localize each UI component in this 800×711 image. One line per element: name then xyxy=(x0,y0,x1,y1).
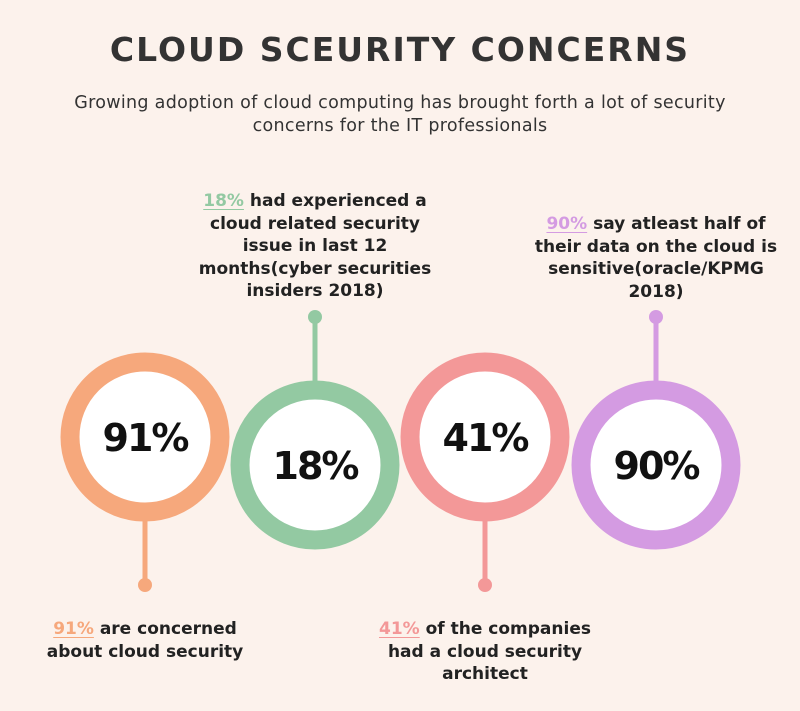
page-title: CLOUD SCEURITY CONCERNS xyxy=(109,30,691,69)
caption-90: 90% say atleast half of their data on th… xyxy=(516,213,796,303)
caption-41-line: had a cloud security xyxy=(387,641,583,662)
caption-91-text-first: are concerned xyxy=(93,619,237,639)
caption-41-text-first: of the companies xyxy=(419,619,591,639)
ring-18 xyxy=(230,380,400,550)
ring-value-18: 18% xyxy=(273,444,359,488)
caption-41: 41% of the companies had a cloud securit… xyxy=(345,618,625,686)
caption-41-highlight: 41% xyxy=(379,619,420,639)
ring-90 xyxy=(571,380,741,550)
ring-value-90: 90% xyxy=(614,444,700,488)
ring-91 xyxy=(60,352,230,522)
caption-90-line: their data on the cloud is xyxy=(534,236,778,257)
connector-18 xyxy=(308,310,322,385)
caption-18-text-first: had experienced a xyxy=(243,191,427,211)
ring-value-41: 41% xyxy=(443,416,529,460)
connector-91 xyxy=(138,515,152,592)
page-subtitle: Growing adoption of cloud computing has … xyxy=(74,93,726,136)
caption-18-highlight: 18% xyxy=(203,191,244,211)
caption-91-highlight: 91% xyxy=(53,619,94,639)
caption-18-line: months(cyber securities xyxy=(198,258,432,279)
caption-18-line: insiders 2018) xyxy=(246,281,384,301)
caption-90-line: sensitive(oracle/KPMG xyxy=(548,259,764,279)
caption-91-line: about cloud security xyxy=(46,641,244,662)
connector-41 xyxy=(478,515,492,592)
connector-90 xyxy=(649,310,663,385)
caption-18-line: cloud related security xyxy=(210,213,420,234)
caption-90-line: 2018) xyxy=(628,281,684,302)
caption-18: 18% had experienced a cloud related secu… xyxy=(175,190,455,303)
ring-41 xyxy=(400,352,570,522)
caption-91: 91% are concerned about cloud security xyxy=(10,618,280,663)
caption-41-line: architect xyxy=(442,664,528,684)
caption-90-highlight: 90% xyxy=(546,214,588,234)
caption-90-text-first: say atleast half of xyxy=(587,214,766,234)
ring-value-91: 91% xyxy=(103,416,189,460)
caption-18-line: issue in last 12 xyxy=(242,236,388,256)
